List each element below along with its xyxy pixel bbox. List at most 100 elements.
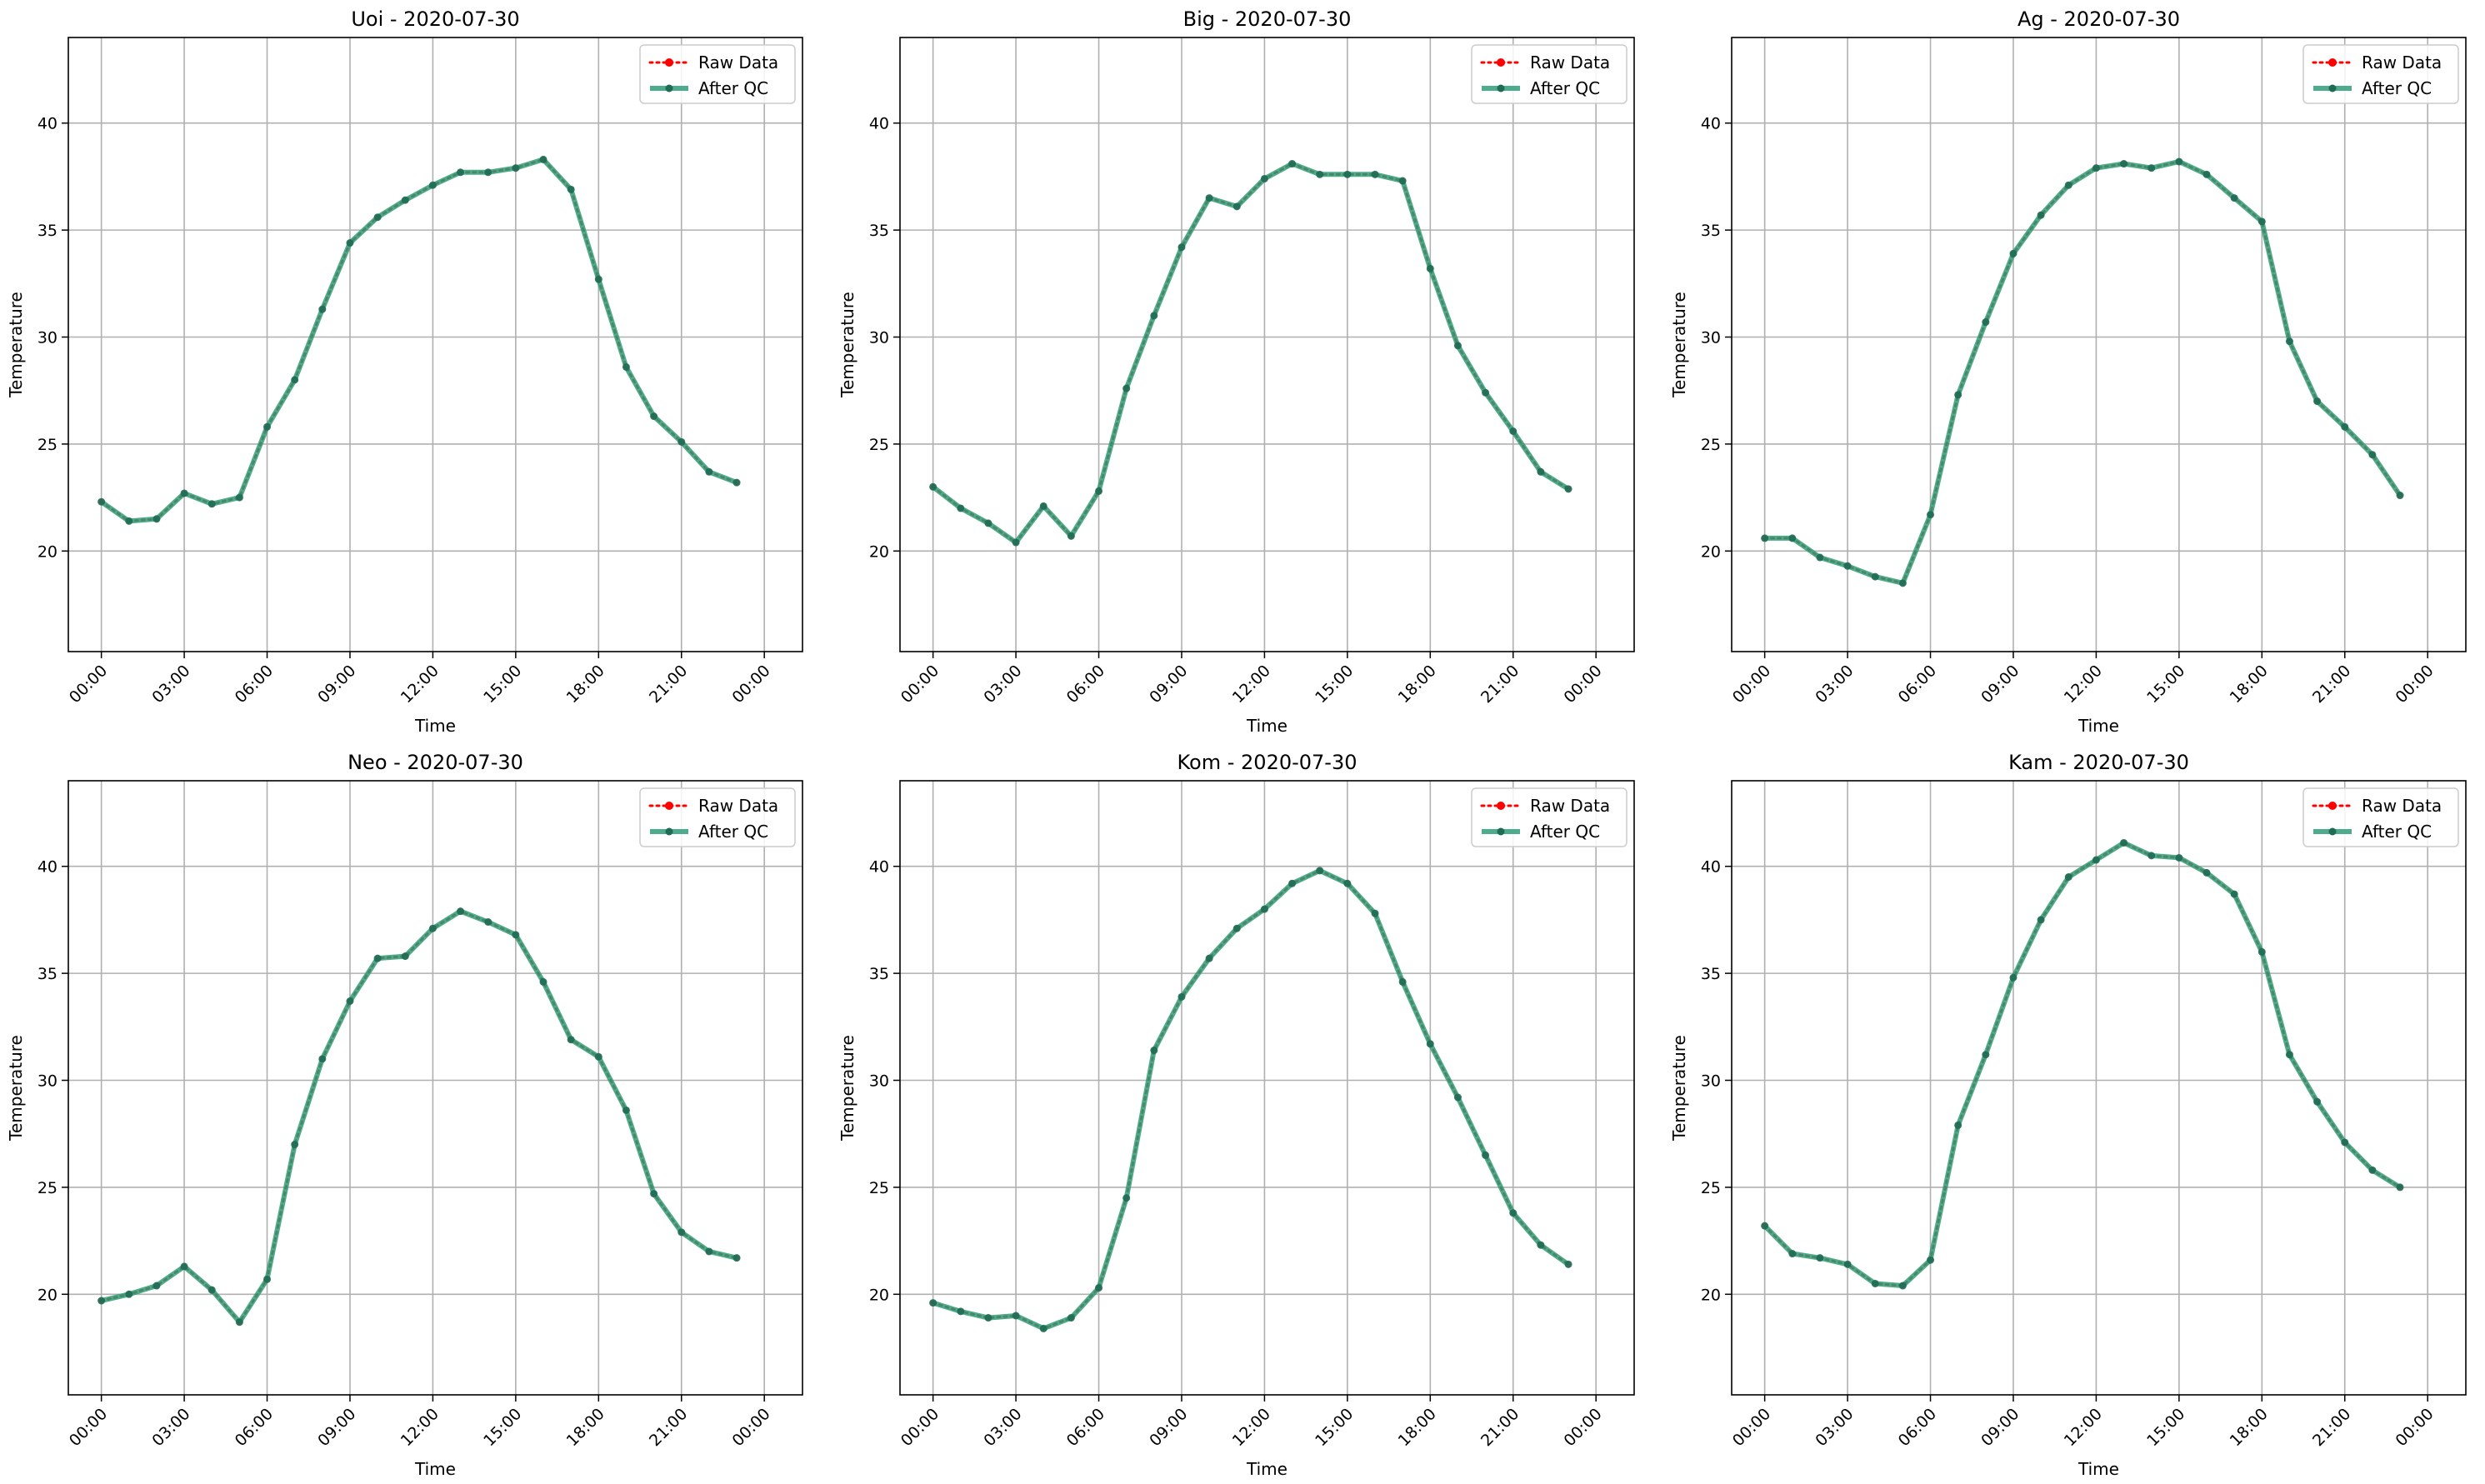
y-tick-label: 40 [869, 115, 889, 133]
y-tick-label: 30 [1701, 329, 1721, 347]
point-after-qc [208, 500, 216, 508]
x-tick-label: 00:00 [1729, 662, 1774, 707]
y-tick-label: 25 [38, 1179, 58, 1197]
chart-title: Big - 2020-07-30 [1183, 7, 1352, 31]
point-after-qc [1482, 1151, 1490, 1159]
point-after-qc [1537, 1241, 1545, 1249]
point-after-qc [428, 181, 437, 189]
point-after-qc [929, 482, 938, 491]
point-after-qc [1509, 1209, 1518, 1217]
point-after-qc [1150, 312, 1158, 320]
chart-title: Ag - 2020-07-30 [2018, 7, 2180, 31]
point-after-qc [1122, 1194, 1131, 1202]
point-after-qc [373, 954, 382, 962]
x-tick-label: 09:00 [1146, 1405, 1191, 1450]
series-line-raw-data [932, 162, 1570, 545]
point-after-qc [1205, 194, 1213, 202]
point-after-qc [1816, 553, 1824, 562]
point-after-qc [1205, 954, 1213, 962]
point-after-qc [567, 1036, 575, 1044]
point-after-qc [2120, 160, 2128, 168]
legend: Raw Data After QC [1471, 44, 1628, 104]
point-after-qc [2009, 973, 2018, 982]
y-tick-label: 30 [869, 1072, 889, 1091]
legend-label: After QC [1530, 78, 1600, 98]
point-after-qc [2175, 853, 2183, 862]
point-after-qc [2037, 916, 2045, 924]
x-tick-label: 00:00 [66, 1405, 111, 1450]
series-line-after-qc [100, 908, 738, 1325]
x-tick-label: 03:00 [1812, 1405, 1857, 1450]
legend-label: After QC [698, 78, 768, 98]
x-tick-label: 12:00 [2061, 662, 2106, 707]
y-tick-label: 25 [1701, 436, 1721, 454]
point-after-qc [984, 519, 992, 527]
x-tick-label: 00:00 [898, 662, 942, 707]
y-tick-label: 20 [1701, 1286, 1721, 1304]
point-after-qc [98, 497, 106, 506]
point-after-qc [512, 164, 520, 172]
point-after-qc [1761, 534, 1769, 542]
point-after-qc [1067, 1314, 1075, 1322]
point-after-qc [650, 1190, 658, 1198]
x-tick-label: 06:00 [1895, 662, 1940, 707]
point-after-qc [484, 917, 492, 926]
point-after-qc [2285, 1051, 2293, 1059]
legend-label: Raw Data [698, 52, 778, 72]
y-tick-label: 20 [869, 1286, 889, 1304]
x-tick-label: 06:00 [232, 1405, 277, 1450]
x-tick-label: 06:00 [1895, 1405, 1940, 1450]
x-tick-label: 15:00 [1312, 662, 1357, 707]
point-after-qc [346, 239, 354, 247]
point-after-qc [1371, 170, 1379, 178]
point-after-qc [732, 1254, 741, 1262]
y-axis-label: Temperature [838, 1035, 858, 1142]
y-tick-label: 35 [869, 222, 889, 240]
series-line-raw-data [932, 869, 1570, 1331]
point-after-qc [1453, 1093, 1462, 1102]
x-tick-label: 03:00 [148, 1405, 193, 1450]
point-after-qc [2009, 249, 2018, 257]
y-tick-label: 40 [38, 115, 58, 133]
legend-marker-after-qc [665, 84, 673, 92]
x-tick-label: 00:00 [2392, 1405, 2437, 1450]
point-after-qc [1954, 1121, 1962, 1129]
point-after-qc [1371, 909, 1379, 917]
point-after-qc [594, 275, 602, 283]
x-tick-label: 18:00 [563, 1405, 608, 1450]
x-tick-label: 00:00 [66, 662, 111, 707]
legend-label: After QC [1530, 822, 1600, 842]
chart-panel-1: 00:00 03:00 06:00 09:00 12:00 15:00 18:00 21:00… [6, 7, 803, 736]
point-after-qc [2230, 194, 2238, 202]
point-after-qc [1843, 1260, 1852, 1268]
legend-marker-raw-data [665, 58, 673, 67]
chart-title: Neo - 2020-07-30 [348, 751, 523, 774]
point-after-qc [1260, 905, 1268, 913]
x-tick-label: 06:00 [1063, 662, 1108, 707]
point-after-qc [1232, 202, 1241, 211]
x-axis-label: Time [1246, 716, 1288, 736]
y-axis-label: Temperature [1669, 1035, 1689, 1142]
point-after-qc [622, 1106, 630, 1114]
y-axis-label: Temperature [1669, 292, 1689, 398]
x-tick-label: 03:00 [980, 1405, 1025, 1450]
point-after-qc [1232, 924, 1241, 932]
point-after-qc [2258, 217, 2266, 226]
point-after-qc [1426, 264, 1434, 272]
legend-label: Raw Data [2362, 796, 2442, 816]
x-tick-label: 15:00 [2143, 662, 2188, 707]
y-tick-label: 30 [38, 1072, 58, 1091]
series-line-after-qc [1762, 840, 2402, 1288]
series-line-after-qc [1764, 158, 2402, 586]
point-after-qc [428, 924, 437, 932]
x-tick-label: 00:00 [728, 1405, 773, 1450]
point-after-qc [1316, 867, 1324, 875]
point-after-qc [125, 1290, 133, 1298]
x-tick-label: 18:00 [2227, 662, 2272, 707]
x-tick-label: 21:00 [1478, 1405, 1522, 1450]
point-after-qc [1954, 391, 1962, 399]
x-axis-label: Time [414, 716, 456, 736]
point-after-qc [2064, 181, 2072, 189]
x-tick-label: 09:00 [1978, 1405, 2022, 1450]
point-after-qc [2092, 856, 2100, 864]
